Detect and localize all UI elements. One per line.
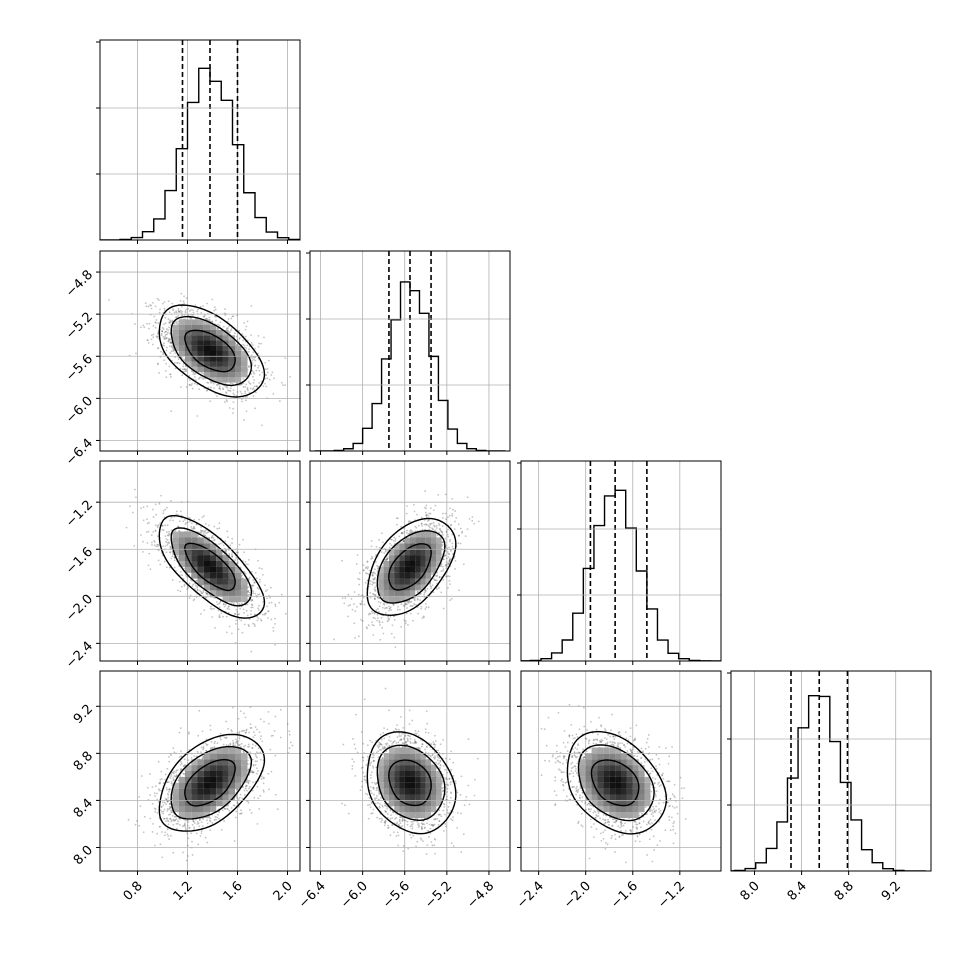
x-tick-label: −2.4 [514, 879, 547, 912]
panel-content [127, 706, 294, 862]
x-tick-label: −6.0 [338, 879, 371, 912]
panel-frame [520, 460, 722, 662]
y-tick-label: −6.4 [63, 436, 96, 469]
x-tick-label: −1.6 [608, 879, 641, 912]
panel-content [521, 461, 721, 661]
contour-line [184, 758, 236, 807]
panel-content [108, 292, 291, 427]
y-tick-label: −5.6 [63, 352, 96, 385]
y-tick-label: 8.0 [71, 843, 96, 868]
y-tick-label: −5.2 [63, 310, 96, 343]
x-tick-label: −6.4 [296, 879, 329, 912]
contour-line [170, 745, 253, 820]
contour-line [184, 329, 236, 373]
y-tick-label: 9.2 [71, 702, 96, 727]
contour-line [577, 744, 655, 822]
x-tick-label: 2.0 [271, 879, 296, 904]
contour-line [158, 515, 266, 619]
x-tick-label: −5.6 [380, 879, 413, 912]
panel-2-2 [517, 460, 722, 665]
contour-line [158, 733, 266, 832]
contour-line [158, 304, 266, 398]
panel-frame [520, 670, 722, 872]
contour-line [366, 731, 457, 835]
panel-frame [730, 670, 932, 872]
contour-line [376, 744, 446, 822]
panel-frame [99, 460, 301, 662]
panel-content [540, 703, 687, 864]
y-tick-label: −4.8 [63, 267, 96, 300]
y-tick-label: −1.6 [63, 545, 96, 578]
panel-content [314, 251, 506, 451]
x-tick-label: 8.0 [738, 879, 763, 904]
y-tick-label: −1.2 [63, 498, 96, 531]
panel-content [100, 40, 300, 240]
x-tick-label: −1.2 [655, 879, 688, 912]
panel-frame [309, 670, 511, 872]
contour-line [590, 759, 640, 807]
x-tick-label: 1.2 [171, 879, 196, 904]
y-tick-label: 8.4 [71, 796, 96, 821]
panel-1-1 [306, 250, 511, 455]
panel-frame [99, 670, 301, 872]
contour-line [388, 543, 432, 591]
panel-0-0 [96, 39, 301, 244]
panel-3-0 [96, 670, 301, 875]
y-tick-label: −2.4 [63, 639, 96, 672]
x-tick-label: −5.2 [422, 879, 455, 912]
panel-frame [309, 250, 511, 452]
panel-2-0 [96, 460, 301, 665]
x-tick-label: 8.8 [832, 879, 857, 904]
panel-content [333, 490, 480, 649]
x-tick-label: −2.0 [561, 879, 594, 912]
panel-frame [99, 39, 301, 241]
panel-2-1 [306, 460, 511, 665]
x-tick-label: −4.8 [464, 879, 497, 912]
contour-line [566, 730, 667, 835]
x-tick-label: 9.2 [879, 879, 904, 904]
panel-frame [309, 460, 511, 662]
contour-line [376, 529, 446, 604]
panel-frame [99, 250, 301, 452]
contour-line [170, 527, 253, 607]
contour-line [366, 517, 457, 617]
panel-content [731, 671, 926, 871]
y-tick-label: 8.8 [71, 749, 96, 774]
y-tick-label: −6.0 [63, 394, 96, 427]
x-tick-label: 8.4 [785, 879, 810, 904]
contour-line [184, 542, 236, 592]
contour-line [170, 315, 253, 387]
x-tick-label: 0.8 [121, 879, 146, 904]
panel-content [341, 687, 479, 856]
panel-3-1 [306, 670, 511, 875]
contour-line [388, 759, 432, 807]
panel-3-2 [517, 670, 722, 875]
y-tick-label: −2.0 [63, 592, 96, 625]
panel-content [125, 488, 300, 653]
panel-3-3 [727, 670, 932, 875]
panel-1-0 [96, 250, 301, 455]
x-tick-label: 1.6 [221, 879, 246, 904]
